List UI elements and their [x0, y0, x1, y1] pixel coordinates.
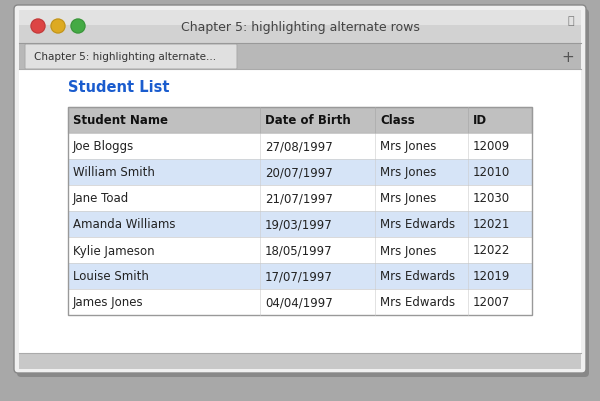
Bar	[68, 263, 532, 289]
Text: 12021: 12021	[473, 218, 511, 231]
Bar	[19, 11, 581, 26]
Text: 12007: 12007	[473, 296, 510, 309]
Text: Amanda Williams: Amanda Williams	[73, 218, 176, 231]
Text: 12009: 12009	[473, 140, 510, 153]
Text: Mrs Edwards: Mrs Edwards	[380, 218, 455, 231]
Text: Joe Bloggs: Joe Bloggs	[73, 140, 134, 153]
Text: ID: ID	[473, 114, 487, 127]
Text: Chapter 5: highlighting alternate rows: Chapter 5: highlighting alternate rows	[181, 20, 419, 33]
Bar	[68, 108, 532, 134]
Text: Mrs Edwards: Mrs Edwards	[380, 296, 455, 309]
Text: 12010: 12010	[473, 166, 510, 179]
Bar	[68, 211, 532, 237]
Text: Class: Class	[380, 114, 415, 127]
Bar	[68, 134, 532, 160]
Text: Jane Toad: Jane Toad	[73, 192, 129, 205]
Text: Louise Smith: Louise Smith	[73, 270, 149, 283]
Text: 18/05/1997: 18/05/1997	[265, 244, 332, 257]
Text: +: +	[562, 49, 574, 64]
Text: 27/08/1997: 27/08/1997	[265, 140, 333, 153]
Text: Mrs Jones: Mrs Jones	[380, 192, 436, 205]
Bar	[68, 237, 532, 263]
Circle shape	[71, 20, 85, 34]
Text: 04/04/1997: 04/04/1997	[265, 296, 333, 309]
Text: Date of Birth: Date of Birth	[265, 114, 351, 127]
FancyBboxPatch shape	[25, 45, 237, 70]
Circle shape	[51, 20, 65, 34]
Bar	[19, 70, 581, 353]
Text: Chapter 5: highlighting alternate...: Chapter 5: highlighting alternate...	[34, 52, 216, 62]
Text: 17/07/1997: 17/07/1997	[265, 270, 333, 283]
Bar	[19, 44, 581, 70]
Text: ⤢: ⤢	[568, 16, 574, 26]
Text: James Jones: James Jones	[73, 296, 143, 309]
Text: Mrs Jones: Mrs Jones	[380, 166, 436, 179]
Text: Kylie Jameson: Kylie Jameson	[73, 244, 155, 257]
FancyBboxPatch shape	[14, 6, 586, 373]
Text: Mrs Jones: Mrs Jones	[380, 140, 436, 153]
Circle shape	[31, 20, 45, 34]
Bar	[68, 289, 532, 315]
Text: 19/03/1997: 19/03/1997	[265, 218, 333, 231]
Text: Student List: Student List	[68, 80, 170, 95]
Text: Mrs Edwards: Mrs Edwards	[380, 270, 455, 283]
Text: 12019: 12019	[473, 270, 511, 283]
Text: 20/07/1997: 20/07/1997	[265, 166, 333, 179]
Text: 12022: 12022	[473, 244, 511, 257]
Text: 12030: 12030	[473, 192, 510, 205]
FancyBboxPatch shape	[17, 10, 589, 377]
Text: 21/07/1997: 21/07/1997	[265, 192, 333, 205]
Bar	[68, 186, 532, 211]
Text: Mrs Jones: Mrs Jones	[380, 244, 436, 257]
Bar	[19, 11, 581, 45]
Bar	[68, 108, 532, 315]
Bar	[68, 160, 532, 186]
Bar	[19, 353, 581, 369]
Text: Student Name: Student Name	[73, 114, 168, 127]
Text: William Smith: William Smith	[73, 166, 155, 179]
